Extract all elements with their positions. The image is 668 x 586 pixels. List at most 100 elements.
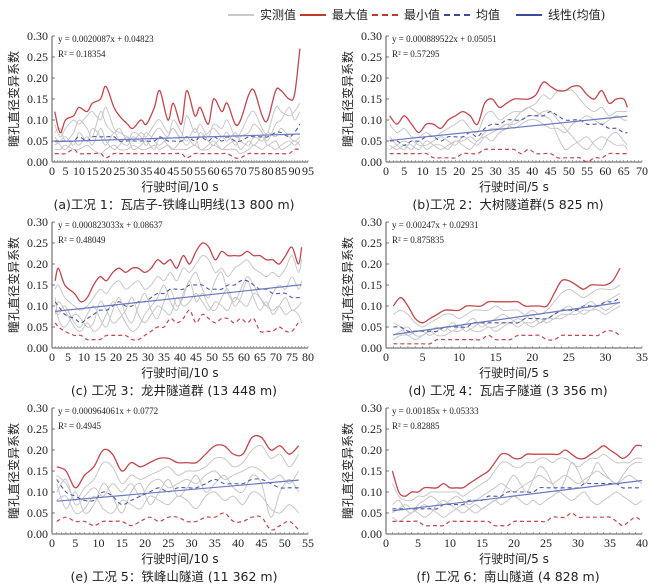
- x-axis-label: 行驶时间/5 s: [479, 551, 549, 566]
- x-tick-label: 35: [508, 164, 520, 178]
- y-tick-label: 0.00: [27, 341, 48, 355]
- y-axis-label: 瞳孔直径变异系数: [6, 237, 21, 333]
- x-tick-label: 15: [94, 350, 106, 364]
- panel-e: 0.00 0.05 0.10 0.15 0.20 0.25 0.30 0 5 10 15 20 25 30…: [0, 400, 334, 586]
- x-tick-label: 20: [508, 536, 520, 550]
- y-tick-label: 0.30: [27, 29, 48, 43]
- legend-label: 最大值: [332, 8, 369, 22]
- min-series-line: [393, 330, 621, 345]
- trend-line: [54, 133, 300, 143]
- y-tick-label: 0.20: [27, 71, 48, 85]
- x-tick-label: 70: [636, 164, 648, 178]
- legend-item: 最小值: [372, 6, 440, 23]
- r-squared-value: R² = 0.82885: [392, 421, 440, 431]
- x-tick-label: 40: [526, 164, 538, 178]
- trend-line: [56, 479, 299, 502]
- measured-series-line: [56, 466, 300, 506]
- legend-label: 均值: [476, 8, 501, 22]
- y-tick-label: 0.30: [27, 401, 48, 415]
- legend-label: 线性(均值): [548, 8, 606, 22]
- chart-svg: 0.000.050.100.150.200.250.300 5 10 15 20 25 30…: [340, 29, 648, 212]
- min-series-line: [54, 148, 300, 159]
- measured-series-line: [54, 140, 301, 155]
- r-squared-value: R² = 0.57295: [392, 49, 440, 59]
- x-tick-label: 0: [49, 536, 55, 550]
- x-tick-label: 70: [270, 350, 282, 364]
- x-tick-label: 20: [526, 350, 538, 364]
- x-axis-label: 行驶时间/10 s: [141, 551, 218, 566]
- y-tick-label: 0.20: [27, 257, 48, 271]
- x-tick-label: 30: [142, 350, 154, 364]
- measured-series-line: [56, 444, 300, 501]
- mean-series-line: [393, 297, 621, 333]
- x-tick-label: 40: [636, 536, 648, 550]
- y-tick-label: 0.30: [361, 29, 382, 43]
- x-tick-label: 15: [490, 350, 502, 364]
- x-tick-label: 45: [545, 164, 557, 178]
- x-tick-label: 20: [453, 164, 465, 178]
- x-tick-label: 20: [139, 536, 151, 550]
- regression-equation: y = 0.000889522x + 0.05051: [392, 34, 497, 44]
- legend-label: 实测值: [260, 8, 297, 22]
- x-tick-label: 5: [65, 350, 71, 364]
- y-axis-label: 瞳孔直径变异系数: [340, 51, 355, 147]
- y-tick-label: 0.05: [361, 506, 382, 520]
- x-tick-label: 55: [222, 350, 234, 364]
- y-tick-label: 0.15: [361, 92, 382, 106]
- y-tick-label: 0.10: [27, 113, 48, 127]
- x-tick-label: 30: [599, 350, 611, 364]
- x-axis-label: 行驶时间/5 s: [479, 179, 549, 194]
- trend-line: [55, 284, 302, 312]
- x-tick-label: 35: [140, 164, 152, 178]
- panel-a: 0.00 0.05 0.10 0.15 0.20 0.25 0.30 0 5 10 15 20 25 30…: [0, 28, 334, 214]
- measured-series-line: [392, 461, 643, 518]
- chart-svg: 0.000.050.100.150.200.250.300 5 10 15 20 25 30…: [6, 401, 314, 584]
- x-tick-label: 25: [113, 164, 125, 178]
- x-tick-label: 15: [435, 164, 447, 178]
- measured-series-line: [54, 106, 301, 146]
- x-tick-label: 75: [248, 164, 260, 178]
- legend-item: 实测值: [228, 6, 296, 23]
- y-tick-label: 0.10: [361, 113, 382, 127]
- x-tick-label: 45: [190, 350, 202, 364]
- measured-series-line: [393, 305, 621, 336]
- x-tick-label: 20: [100, 164, 112, 178]
- r-squared-value: R² = 0.4945: [58, 421, 102, 431]
- measured-series-line: [389, 89, 628, 139]
- measured-series-line: [54, 127, 301, 151]
- trend-line: [389, 115, 628, 142]
- measured-series-line: [392, 470, 643, 514]
- chart-svg: 0.000.050.100.150.200.250.300 5 10 15 20 25 30…: [340, 215, 648, 398]
- x-tick-label: 0: [49, 164, 55, 178]
- regression-equation: y = 0.00185x + 0.05333: [392, 406, 479, 416]
- y-axis-label: 瞳孔直径变异系数: [340, 237, 355, 333]
- x-axis-label: 行驶时间/5 s: [479, 365, 549, 380]
- legend-label: 最小值: [404, 8, 441, 22]
- x-tick-label: 10: [73, 164, 85, 178]
- y-tick-label: 0.10: [27, 485, 48, 499]
- max-series-line: [54, 242, 303, 303]
- y-tick-label: 0.20: [361, 257, 382, 271]
- y-tick-label: 0.20: [27, 443, 48, 457]
- regression-equation: y = 0.00247x + 0.02931: [392, 220, 479, 230]
- measured-series-line: [392, 491, 643, 522]
- max-series-line: [391, 444, 643, 497]
- x-tick-label: 5: [420, 350, 426, 364]
- x-tick-label: 50: [181, 164, 193, 178]
- x-tick-label: 50: [563, 164, 575, 178]
- x-tick-label: 5: [401, 164, 407, 178]
- x-tick-label: 95: [302, 164, 314, 178]
- y-tick-label: 0.20: [361, 443, 382, 457]
- x-tick-label: 65: [254, 350, 266, 364]
- x-tick-label: 0: [383, 350, 389, 364]
- measured-series-line: [54, 271, 303, 332]
- regression-equation: y = 0.000964061x + 0.0772: [58, 406, 158, 416]
- legend-swatch-icon: [444, 13, 470, 16]
- y-tick-label: 0.15: [27, 278, 48, 292]
- x-tick-label: 25: [126, 350, 138, 364]
- panel-d: 0.00 0.05 0.10 0.15 0.20 0.25 0.30 0 5 10 15 20 25 30…: [334, 214, 668, 400]
- y-tick-label: 0.00: [27, 527, 48, 541]
- x-tick-label: 25: [162, 536, 174, 550]
- x-tick-label: 55: [194, 164, 206, 178]
- min-series-line: [389, 148, 628, 163]
